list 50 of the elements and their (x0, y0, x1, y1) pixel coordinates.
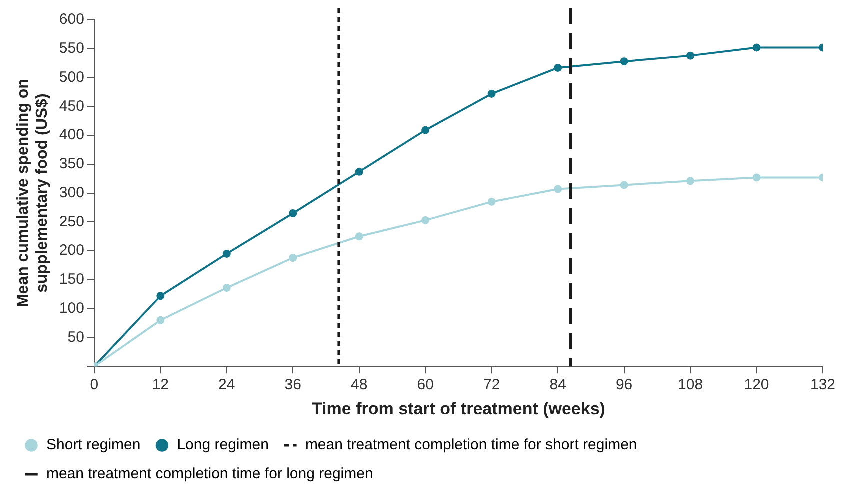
point (422, 126, 430, 134)
point (289, 254, 298, 262)
y-tick-label: 450 (59, 98, 84, 115)
y-tick-label: 500 (59, 68, 84, 86)
point (554, 185, 562, 194)
point (156, 292, 165, 300)
x-tick-label: 24 (218, 376, 236, 394)
point (355, 168, 364, 176)
point (620, 58, 628, 66)
y-tick-label: 350 (59, 156, 84, 173)
point (488, 198, 496, 206)
point (752, 174, 761, 182)
x-tick-label: 132 (810, 376, 836, 394)
x-tick-label: 96 (616, 376, 633, 394)
point (686, 52, 695, 60)
point (554, 64, 562, 72)
y-tick-label: 150 (59, 271, 84, 288)
y-tick-label: 550 (59, 40, 84, 58)
point (752, 44, 761, 52)
point (686, 177, 695, 186)
legend-label: mean treatment completion time for short regimen (305, 436, 638, 454)
point (289, 210, 298, 218)
legend-label: Long regimen (177, 436, 269, 454)
point (355, 232, 364, 241)
legend-label: mean treatment completion time for long regimen (46, 466, 374, 483)
x-tick-label: 108 (678, 376, 704, 394)
y-axis-title: Mean cumulative spending on supplementary food (US$) (15, 79, 52, 308)
y-tick-label: 600 (59, 11, 84, 28)
point (488, 90, 496, 98)
x-tick-label: 72 (483, 376, 500, 394)
y-tick-label: 250 (59, 213, 84, 230)
y-tick-label: 300 (59, 184, 84, 202)
x-tick-label: 84 (550, 376, 566, 394)
x-tick-label: 36 (284, 376, 302, 394)
x-tick-label: 120 (744, 376, 770, 394)
y-tick-label: 400 (59, 126, 84, 144)
x-axis-title: Time from start of treatment (weeks) (312, 399, 606, 418)
y-tick-label: 100 (59, 300, 84, 317)
y-tick-label: 200 (59, 242, 84, 260)
point (156, 316, 165, 324)
x-tick-label: 0 (90, 376, 99, 394)
x-tick-label: 48 (351, 376, 368, 394)
x-tick-label: 12 (152, 376, 170, 394)
x-tick-label: 60 (417, 376, 434, 394)
point (422, 216, 430, 224)
point (222, 284, 231, 292)
legend-label: Short regimen (46, 436, 141, 454)
point (620, 181, 628, 190)
point (222, 250, 231, 258)
y-tick-label: 50 (68, 328, 84, 346)
